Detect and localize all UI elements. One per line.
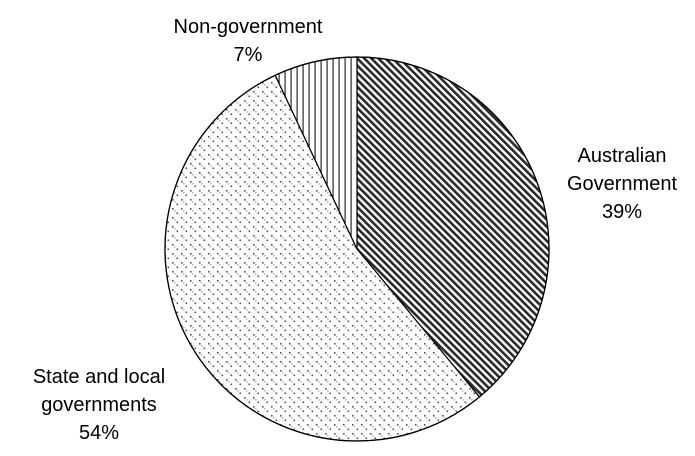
pie-label-non-government-percent: 7% — [234, 44, 263, 66]
pie-label-state-local-percent: 54% — [79, 422, 119, 444]
pie-outline — [164, 56, 550, 442]
pie-slices — [164, 56, 550, 442]
pie-labels: Australian Government 39% State and local go… — [33, 16, 678, 444]
pie-label-australian: Australian Government 39% — [567, 145, 677, 223]
pie-label-state-local-line: State and local — [33, 366, 165, 388]
pie-label-australian-line: Government — [567, 173, 677, 195]
pie-label-australian-line: Australian — [578, 145, 667, 167]
pie-label-state-local-line: governments — [41, 394, 157, 416]
pie-label-australian-percent: 39% — [602, 201, 642, 223]
pie-label-non-government: Non-government 7% — [174, 16, 323, 66]
pie-label-non-government-line: Non-government — [174, 16, 323, 38]
pie-label-state-local: State and local governments 54% — [33, 366, 165, 444]
